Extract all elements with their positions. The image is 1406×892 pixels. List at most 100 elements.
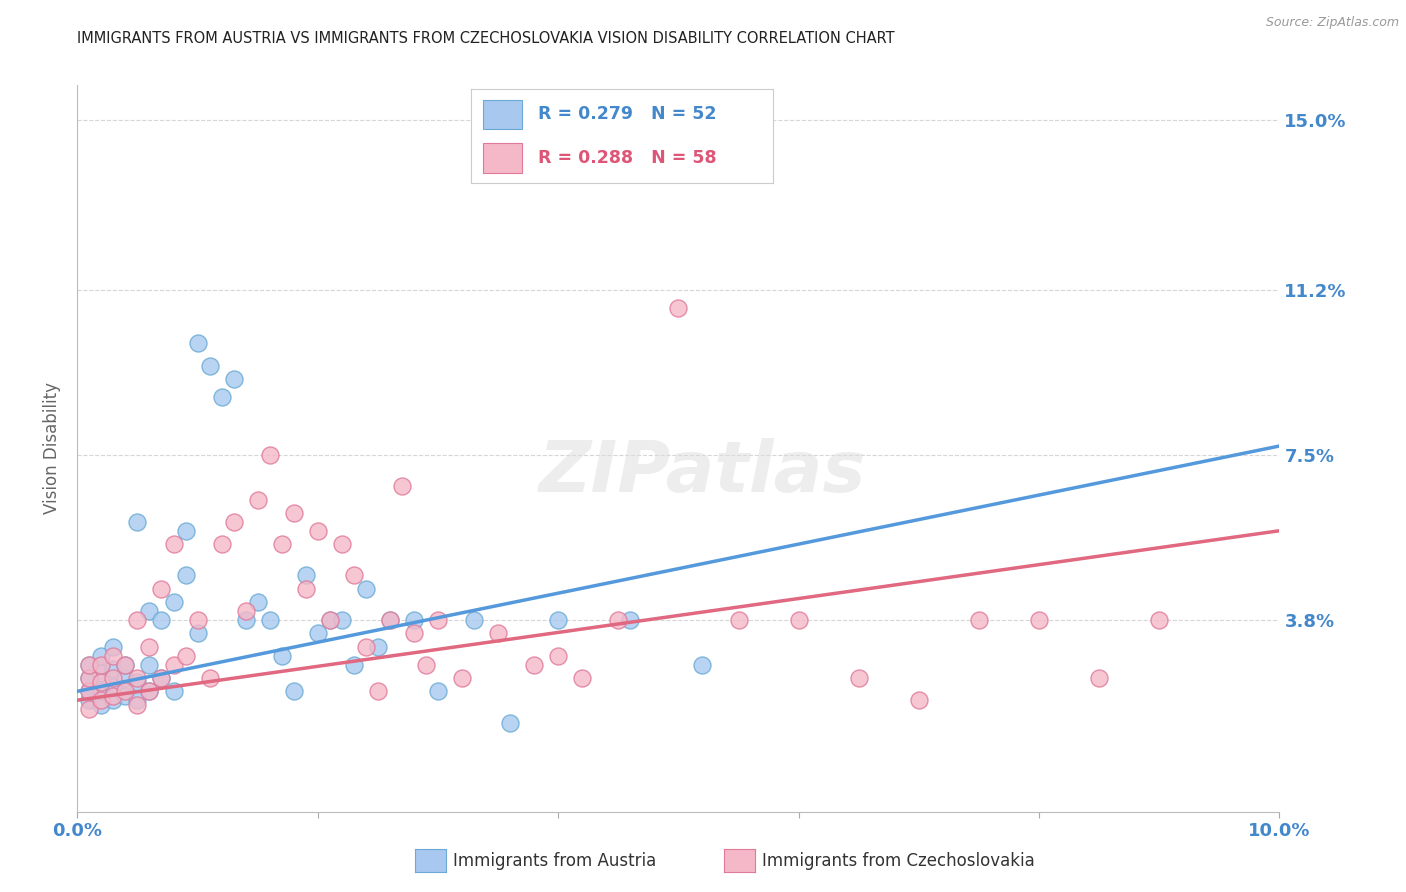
Point [235,613,257,627]
Point [378,613,401,627]
Point [607,613,630,627]
Point [908,693,931,707]
Point [668,301,690,315]
Point [187,626,209,640]
Y-axis label: Vision Disability: Vision Disability [44,383,62,514]
Point [127,698,149,712]
Point [692,657,714,672]
Point [138,604,160,618]
Point [79,657,101,672]
Point [90,684,112,698]
Text: ZIPatlas: ZIPatlas [540,438,866,508]
Point [174,648,197,663]
Point [127,671,149,685]
Point [211,537,233,551]
Point [103,662,125,676]
Text: IMMIGRANTS FROM AUSTRIA VS IMMIGRANTS FROM CZECHOSLOVAKIA VISION DISABILITY CORR: IMMIGRANTS FROM AUSTRIA VS IMMIGRANTS FR… [77,31,896,46]
Text: Immigrants from Austria: Immigrants from Austria [453,852,657,870]
Point [283,684,305,698]
Point [187,336,209,351]
Point [103,693,125,707]
Point [294,582,316,596]
Text: R = 0.288   N = 58: R = 0.288 N = 58 [537,149,716,167]
Point [523,657,546,672]
Point [354,582,377,596]
Point [246,595,269,609]
Point [150,671,173,685]
Point [198,671,221,685]
Point [222,372,245,386]
Point [211,390,233,404]
Point [319,613,342,627]
Point [103,689,125,703]
Point [187,613,209,627]
Point [103,671,125,685]
Point [270,648,292,663]
Point [343,657,366,672]
Bar [484,100,523,129]
Point [138,684,160,698]
Point [259,613,281,627]
Point [150,671,173,685]
Point [79,684,101,698]
Point [174,568,197,582]
Point [127,515,149,529]
Point [402,626,425,640]
Point [294,568,316,582]
Point [259,448,281,462]
Point [427,613,450,627]
Point [162,595,184,609]
Point [79,671,101,685]
Point [90,675,112,690]
Point [79,684,101,698]
Point [114,657,136,672]
Point [90,693,112,707]
Point [103,680,125,694]
Point [79,693,101,707]
Point [138,640,160,654]
Point [391,479,413,493]
Point [499,715,522,730]
Point [79,657,101,672]
Point [343,568,366,582]
Point [547,648,569,663]
Point [90,648,112,663]
Point [354,640,377,654]
Point [486,626,509,640]
Point [727,613,749,627]
Point [114,657,136,672]
Point [222,515,245,529]
Point [103,640,125,654]
Point [415,657,437,672]
Point [127,675,149,690]
Text: R = 0.279   N = 52: R = 0.279 N = 52 [537,105,716,123]
Point [270,537,292,551]
Point [90,698,112,712]
Point [127,613,149,627]
Point [1088,671,1111,685]
Point [114,671,136,685]
Point [150,582,173,596]
Point [330,613,353,627]
Point [90,666,112,681]
Point [150,613,173,627]
Point [138,684,160,698]
Point [787,613,810,627]
Point [451,671,474,685]
Point [427,684,450,698]
Point [114,684,136,698]
Point [402,613,425,627]
Point [378,613,401,627]
Point [571,671,593,685]
Point [283,506,305,520]
Point [103,648,125,663]
Bar [484,143,523,172]
Point [307,626,329,640]
Point [174,524,197,538]
Point [1028,613,1050,627]
Point [90,657,112,672]
Point [619,613,641,627]
Point [162,537,184,551]
Point [547,613,569,627]
Point [162,684,184,698]
